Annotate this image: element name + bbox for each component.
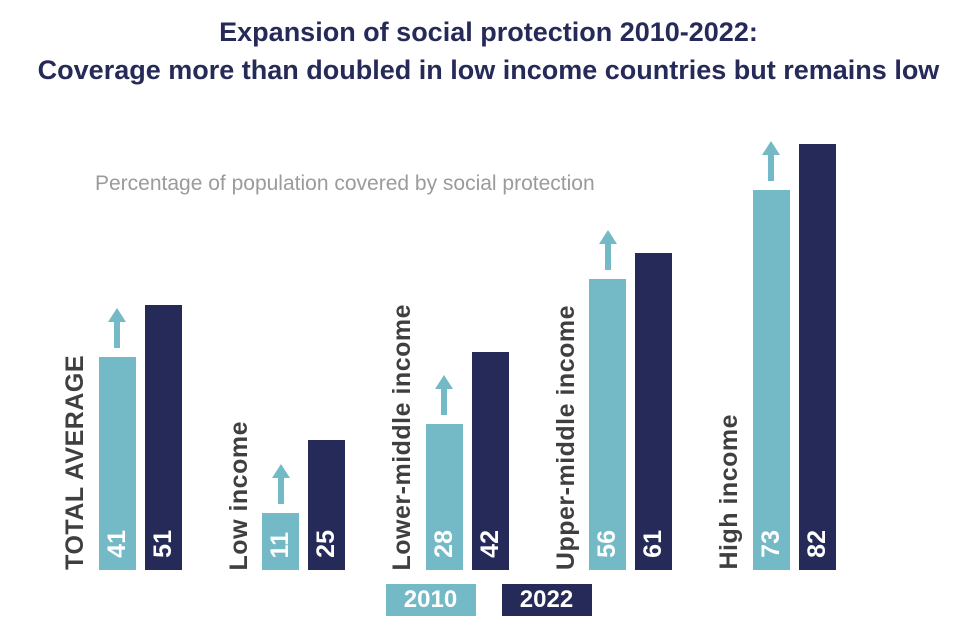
bar-2010: 28 <box>425 375 463 570</box>
bar-value-label: 56 <box>593 530 621 558</box>
bar-group: TOTAL AVERAGE 41 51 <box>61 305 182 570</box>
bar-2022: 82 <box>798 144 836 570</box>
bar-value-wrap: 28 <box>426 530 463 558</box>
bar-group: Upper-middle income 56 61 <box>551 230 672 570</box>
legend-item-2022: 2022 <box>501 584 592 616</box>
bar-value-label: 61 <box>639 530 667 558</box>
bar-value-wrap: 61 <box>635 530 672 558</box>
chart-legend: 2010 2022 <box>0 584 977 616</box>
chart-title-line1: Expansion of social protection 2010-2022… <box>219 17 758 47</box>
bar-2022: 61 <box>635 253 672 570</box>
chart-title-line2: Coverage more than doubled in low income… <box>37 54 940 85</box>
bar-value-wrap: 82 <box>799 530 836 558</box>
bar-value-label: 51 <box>148 530 177 558</box>
bar-2022: 42 <box>471 352 509 570</box>
bar-value-wrap: 56 <box>589 530 626 558</box>
legend-item-2010: 2010 <box>385 584 476 616</box>
bar-value-wrap: 51 <box>145 530 182 558</box>
category-label: Upper-middle income <box>551 304 580 570</box>
category-label: Lower-middle income <box>388 303 416 570</box>
bar-chart-plot-area: TOTAL AVERAGE 41 51 Low income 11 25 Lower-mid… <box>61 110 932 570</box>
bar-value-label: 73 <box>756 530 785 558</box>
bar-2022: 25 <box>308 440 345 570</box>
category-label: Low income <box>224 420 253 570</box>
bar-value-wrap: 73 <box>753 530 790 558</box>
category-label: TOTAL AVERAGE <box>61 355 89 570</box>
bar-2010: 73 <box>752 141 790 570</box>
bar-value-label: 11 <box>266 531 294 558</box>
bar-value-label: 28 <box>429 530 458 558</box>
bar-2010: 11 <box>262 464 299 570</box>
bar-group: High income 73 82 <box>715 141 836 570</box>
bar-value-wrap: 42 <box>472 530 509 558</box>
increase-arrow-icon <box>598 230 617 270</box>
bar-value-label: 25 <box>312 530 340 558</box>
bar-value-wrap: 25 <box>308 530 345 558</box>
bar-2010: 41 <box>98 308 136 570</box>
bar-value-wrap: 41 <box>99 530 136 558</box>
increase-arrow-icon <box>435 375 453 415</box>
bar-value-label: 41 <box>102 530 131 558</box>
bar-2010: 56 <box>589 230 626 570</box>
bar-group: Lower-middle income 28 42 <box>388 302 509 570</box>
increase-arrow-icon <box>762 141 780 181</box>
category-label: High income <box>715 414 743 570</box>
bar-2022: 51 <box>144 305 182 570</box>
bar-value-label: 82 <box>802 530 831 558</box>
chart-subtitle-note: Percentage of population covered by soci… <box>95 172 595 195</box>
chart-title: Expansion of social protection 2010-2022… <box>0 0 977 90</box>
bar-value-wrap: 11 <box>262 532 299 558</box>
increase-arrow-icon <box>108 308 126 348</box>
bar-value-label: 42 <box>475 530 504 558</box>
increase-arrow-icon <box>271 464 290 504</box>
bar-group: Low income 11 25 <box>224 419 345 570</box>
